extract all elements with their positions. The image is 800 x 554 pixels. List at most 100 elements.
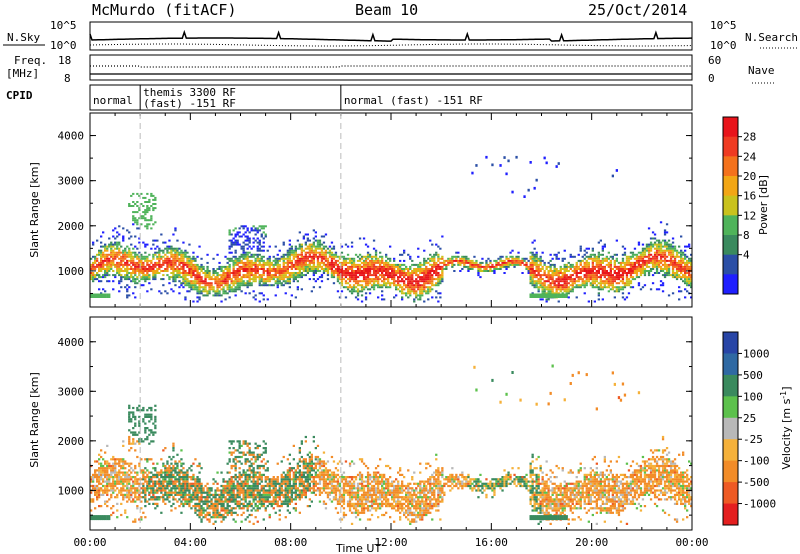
scatter-cell: [690, 284, 693, 287]
scatter-cell: [248, 263, 251, 266]
scatter-cell: [188, 487, 191, 490]
scatter-cell: [595, 259, 598, 262]
scatter-cell: [308, 253, 311, 256]
scatter-cell: [122, 265, 125, 268]
scatter-cell: [182, 280, 185, 283]
scatter-cell: [110, 247, 113, 250]
scatter-cell: [487, 270, 490, 272]
scatter-cell: [128, 237, 131, 240]
scatter-cell: [114, 484, 117, 488]
scatter-cell: [547, 286, 550, 289]
scatter-cell: [152, 223, 155, 226]
scatter-cell: [110, 243, 113, 246]
scatter-cell: [653, 265, 657, 268]
scatter-cell: [168, 259, 171, 262]
scatter-cell: [168, 500, 171, 503]
scatter-cell: [122, 478, 125, 481]
scatter-cell: [633, 253, 637, 256]
scatter-cell: [168, 278, 171, 281]
scatter-cell: [489, 270, 492, 272]
scatter-cell: [567, 276, 570, 279]
scatter-cell: [489, 268, 492, 270]
scatter-cell: [625, 278, 629, 281]
scatter-cell: [360, 257, 364, 260]
scatter-cell: [680, 265, 683, 268]
scatter-cell: [684, 261, 687, 264]
scatter-cell: [479, 263, 482, 266]
scatter-cell: [565, 263, 568, 266]
scatter-cell: [643, 255, 647, 258]
scatter-cell: [623, 272, 627, 274]
scatter-cell: [680, 253, 683, 256]
scatter-cell: [379, 286, 382, 289]
scatter-cell: [354, 253, 358, 256]
scatter-cell: [675, 263, 679, 266]
scatter-cell: [288, 255, 291, 258]
scatter-cell: [381, 290, 384, 293]
scatter-cell: [690, 263, 693, 266]
scatter-cell: [308, 270, 311, 272]
scatter-cell: [352, 261, 356, 264]
scatter-cell: [352, 272, 356, 274]
scatter-cell: [116, 263, 119, 266]
scatter-cell: [162, 484, 165, 488]
scatter-cell: [385, 265, 388, 268]
scatter-cell: [569, 290, 572, 293]
scatter-cell: [561, 280, 564, 283]
scatter-cell: [389, 272, 392, 274]
scatter-cell: [168, 480, 171, 483]
scatter-cell: [690, 259, 693, 262]
scatter-cell: [154, 221, 157, 224]
scatter-cell: [531, 259, 534, 262]
scatter-cell: [178, 257, 181, 260]
scatter-cell: [166, 247, 169, 250]
scatter-cell: [186, 469, 189, 472]
scatter-cell: [122, 259, 125, 262]
scatter-cell: [278, 280, 281, 283]
scatter-cell: [453, 259, 456, 262]
scatter-cell: [160, 473, 163, 476]
scatter-cell: [92, 476, 95, 479]
scatter-cell: [176, 453, 179, 456]
scatter-cell: [423, 300, 426, 303]
scatter-cell: [122, 484, 125, 488]
scatter-cell: [639, 263, 643, 266]
scatter-cell: [680, 272, 683, 274]
scatter-cell: [637, 241, 641, 244]
scatter-cell: [162, 493, 165, 496]
scatter-cell: [142, 489, 145, 492]
scatter-cell: [174, 253, 177, 256]
scatter-cell: [288, 274, 291, 277]
scatter-cell: [561, 257, 564, 260]
scatter-cell: [374, 257, 378, 260]
scatter-cell: [276, 268, 279, 270]
scatter-cell: [675, 276, 679, 279]
scatter-cell: [409, 272, 412, 274]
scatter-cell: [429, 280, 432, 283]
scatter-cell: [240, 284, 243, 287]
scatter-cell: [346, 272, 350, 274]
scatter-cell: [411, 270, 414, 272]
scatter-cell: [415, 282, 418, 285]
scatter-cell: [431, 278, 434, 281]
scatter-cell: [240, 247, 243, 250]
scatter-cell: [690, 282, 693, 285]
scatter-cell: [240, 235, 243, 238]
scatter-cell: [272, 278, 275, 281]
scatter-cell: [216, 268, 219, 270]
scatter-cell: [368, 253, 372, 256]
scatter-cell: [485, 270, 488, 272]
scatter-cell: [298, 231, 301, 234]
scatter-cell: [314, 268, 317, 270]
scatter-cell: [401, 272, 404, 274]
nsky-tick-bottom: 10^0: [50, 39, 77, 52]
cpid-segment-label: normal (fast) -151 RF: [344, 94, 483, 107]
scatter-cell: [110, 493, 113, 496]
scatter-cell: [352, 270, 356, 272]
scatter-cell: [655, 272, 659, 274]
scatter-cell: [186, 272, 189, 274]
scatter-cell: [397, 276, 400, 279]
scatter-cell: [673, 259, 677, 262]
scatter-cell: [254, 257, 257, 260]
scatter-cell: [364, 284, 368, 287]
